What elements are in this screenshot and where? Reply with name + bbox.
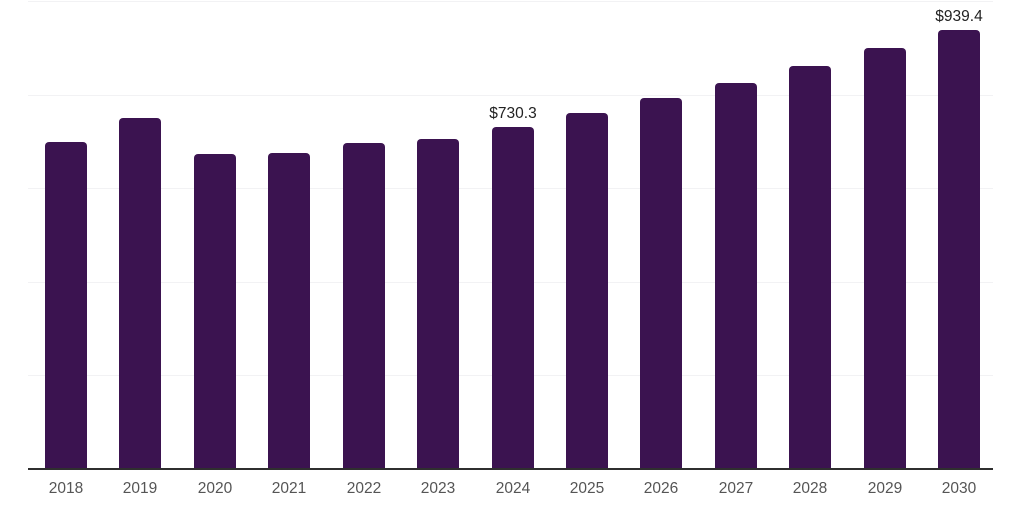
bar-2025[interactable] <box>566 113 608 469</box>
x-tick-label-2021: 2021 <box>271 480 307 497</box>
x-tick-label-2024: 2024 <box>495 480 531 497</box>
bar-value-label-2024: $730.3 <box>489 105 537 122</box>
x-axis-tick-labels: 2018 2019 2020 2021 2022 2023 2024 2025 2026 2027… <box>0 478 1024 512</box>
x-tick-label-2023: 2023 <box>420 480 456 497</box>
gridline <box>28 1 993 2</box>
bar-2028[interactable] <box>789 66 831 469</box>
plot-area: $730.3 $939.4 <box>28 1 993 470</box>
bar-2024[interactable] <box>492 127 534 469</box>
bar-2022[interactable] <box>343 143 385 469</box>
x-tick-label-2027: 2027 <box>718 480 754 497</box>
bar-2021[interactable] <box>268 153 310 469</box>
bar-2020[interactable] <box>194 154 236 469</box>
bar-2019[interactable] <box>119 118 161 469</box>
bar-2018[interactable] <box>45 142 87 469</box>
x-tick-label-2020: 2020 <box>197 480 233 497</box>
x-tick-label-2030: 2030 <box>941 480 977 497</box>
bar-2027[interactable] <box>715 83 757 469</box>
x-tick-label-2022: 2022 <box>346 480 382 497</box>
x-axis-line <box>28 468 993 470</box>
x-tick-label-2026: 2026 <box>643 480 679 497</box>
bar-2023[interactable] <box>417 139 459 469</box>
x-tick-label-2019: 2019 <box>122 480 158 497</box>
bar-2030[interactable] <box>938 30 980 469</box>
bar-2026[interactable] <box>640 98 682 469</box>
x-tick-label-2028: 2028 <box>792 480 828 497</box>
bar-value-label-2030: $939.4 <box>935 8 983 25</box>
bar-2029[interactable] <box>864 48 906 469</box>
x-tick-label-2025: 2025 <box>569 480 605 497</box>
x-tick-label-2018: 2018 <box>48 480 84 497</box>
x-tick-label-2029: 2029 <box>867 480 903 497</box>
gridline <box>28 95 993 96</box>
